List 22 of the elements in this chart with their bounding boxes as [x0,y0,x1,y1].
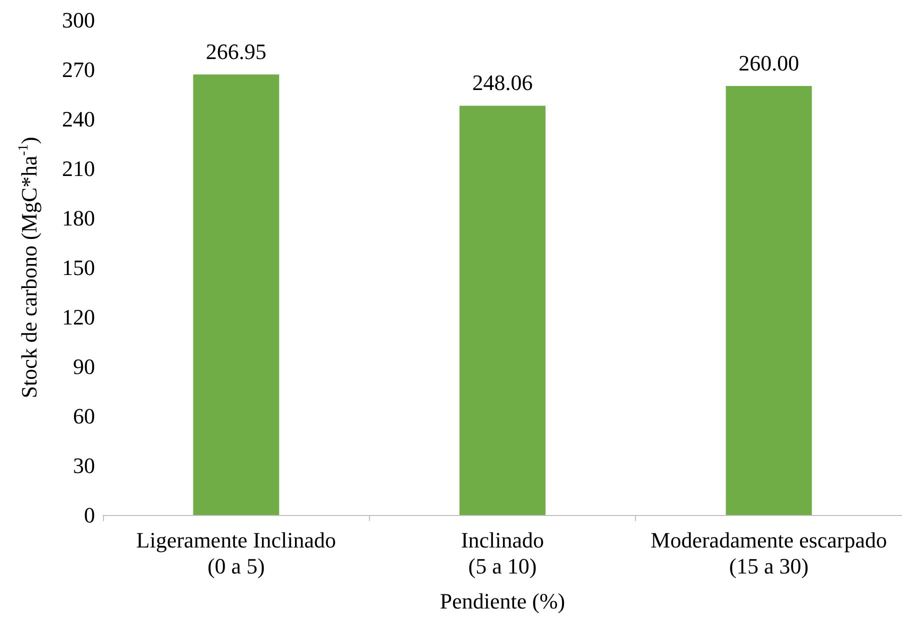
bar [726,86,812,515]
x-axis-title: Pendiente (%) [440,588,566,614]
bar [193,74,280,515]
y-tick-label: 90 [73,354,95,379]
data-label: 260.00 [738,50,800,76]
y-tick-label: 270 [62,57,95,82]
data-label: 266.95 [206,39,266,64]
y-axis-title: Stock de carbono (MgC*ha-1) [16,136,42,398]
bar [460,106,546,515]
x-tick-label: Ligeramente Inclinado (0 a 5) [136,528,336,578]
y-tick-label: 240 [62,106,95,132]
y-tick-label: 0 [84,502,95,528]
y-tick-label: 150 [62,255,95,280]
y-tick-label: 120 [62,304,95,330]
y-tick-label: 180 [62,206,95,230]
y-tick-label: 210 [62,156,95,181]
x-tick-label: Moderadamente escarpado (15 a 30) [650,528,888,578]
y-tick-label: 30 [73,453,95,478]
data-label: 248.06 [472,70,533,96]
x-tick-label: Inclinado (5 a 10) [460,528,544,578]
y-tick-label: 300 [62,8,95,32]
y-tick-label: 60 [73,404,95,428]
